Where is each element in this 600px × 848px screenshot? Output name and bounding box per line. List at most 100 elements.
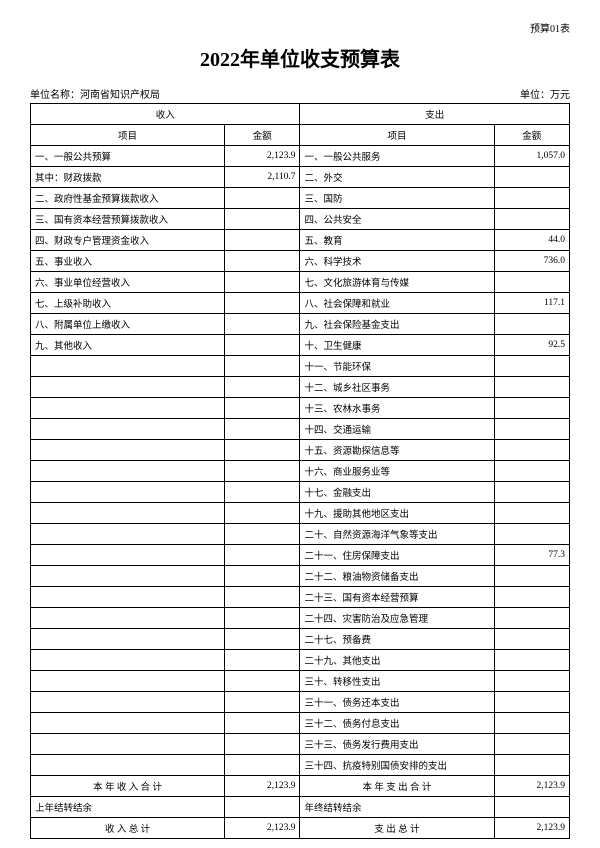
- income-item-cell: 七、上级补助收入: [31, 293, 225, 314]
- expense-amount-cell: [494, 692, 569, 713]
- expense-amount-cell: [494, 440, 569, 461]
- expense-amount-cell: [494, 503, 569, 524]
- income-item-cell: [31, 440, 225, 461]
- table-row: 二十九、其他支出: [31, 650, 570, 671]
- income-amount-cell: [225, 629, 300, 650]
- expense-amount-cell: [494, 524, 569, 545]
- expense-item-cell: 三十三、债务发行费用支出: [300, 734, 494, 755]
- income-amount-cell: [225, 209, 300, 230]
- unit-label: 单位：万元: [520, 86, 570, 101]
- expense-total-amount: [494, 797, 569, 818]
- expense-amount-cell: 736.0: [494, 251, 569, 272]
- income-item-cell: [31, 377, 225, 398]
- expense-amount-cell: 117.1: [494, 293, 569, 314]
- income-amount-cell: [225, 188, 300, 209]
- expense-item-cell: 二十、自然资源海洋气象等支出: [300, 524, 494, 545]
- income-amount-cell: [225, 566, 300, 587]
- table-row: 十五、资源勘探信息等: [31, 440, 570, 461]
- income-item-cell: 八、附属单位上缴收入: [31, 314, 225, 335]
- expense-total-amount: 2,123.9: [494, 818, 569, 839]
- org-name-label: 单位名称：河南省知识产权局: [30, 86, 160, 101]
- total-row: 收 入 总 计2,123.9支 出 总 计2,123.9: [31, 818, 570, 839]
- table-row: 二十三、国有资本经营预算: [31, 587, 570, 608]
- table-row: 三、国有资本经营预算拨款收入 四、公共安全: [31, 209, 570, 230]
- expense-amount-cell: [494, 734, 569, 755]
- expense-item-cell: 六、科学技术: [300, 251, 494, 272]
- expense-item-cell: 三十四、抗疫特别国债安排的支出: [300, 755, 494, 776]
- expense-amount-cell: [494, 356, 569, 377]
- income-total-amount: [225, 797, 300, 818]
- table-row: 五、事业收入 六、科学技术736.0: [31, 251, 570, 272]
- income-amount-cell: [225, 671, 300, 692]
- expense-item-cell: 三、国防: [300, 188, 494, 209]
- table-row: 二十、自然资源海洋气象等支出: [31, 524, 570, 545]
- expense-item-cell: 十三、农林水事务: [300, 398, 494, 419]
- income-amount-cell: [225, 608, 300, 629]
- income-amount-cell: [225, 692, 300, 713]
- income-amount-cell: [225, 734, 300, 755]
- income-item-cell: [31, 713, 225, 734]
- expense-item-cell: 十四、交通运输: [300, 419, 494, 440]
- income-amount-cell: [225, 398, 300, 419]
- income-amount-cell: [225, 650, 300, 671]
- table-row: 四、财政专户管理资金收入五、教育44.0: [31, 230, 570, 251]
- expense-item-cell: 四、公共安全: [300, 209, 494, 230]
- expense-total-label: 年终结转结余: [300, 797, 494, 818]
- form-id-label: 预算01表: [30, 20, 570, 35]
- table-row: 二、政府性基金预算拨款收入三、国防: [31, 188, 570, 209]
- expense-amount-cell: [494, 650, 569, 671]
- total-row: 本 年 收 入 合 计2,123.9本 年 支 出 合 计2,123.9: [31, 776, 570, 797]
- income-item-cell: [31, 461, 225, 482]
- table-row: 十六、商业服务业等: [31, 461, 570, 482]
- income-amount-cell: [225, 230, 300, 251]
- income-total-label: 本 年 收 入 合 计: [31, 776, 225, 797]
- expense-amount-cell: [494, 482, 569, 503]
- income-amount-cell: 2,123.9: [225, 146, 300, 167]
- income-total-label: 上年结转结余: [31, 797, 225, 818]
- header-row-1: 收入 支出: [31, 104, 570, 125]
- income-amount-cell: [225, 293, 300, 314]
- income-amount-cell: [225, 335, 300, 356]
- expense-item-cell: 十一、节能环保: [300, 356, 494, 377]
- income-amount-cell: [225, 356, 300, 377]
- income-item-cell: [31, 566, 225, 587]
- expense-amount-cell: [494, 755, 569, 776]
- table-row: 二十七、预备费: [31, 629, 570, 650]
- table-row: 十四、交通运输: [31, 419, 570, 440]
- income-item-cell: [31, 692, 225, 713]
- table-row: 二十四、灾害防治及应急管理: [31, 608, 570, 629]
- income-item-cell: [31, 503, 225, 524]
- expense-amount-cell: [494, 209, 569, 230]
- expense-item-cell: 三十二、债务付息支出: [300, 713, 494, 734]
- income-amount-cell: 2,110.7: [225, 167, 300, 188]
- income-item-cell: [31, 545, 225, 566]
- income-item-cell: 六、事业单位经营收入: [31, 272, 225, 293]
- expense-amount-cell: [494, 419, 569, 440]
- income-item-cell: [31, 734, 225, 755]
- table-row: 三十一、债务还本支出: [31, 692, 570, 713]
- expense-amount-cell: [494, 671, 569, 692]
- table-row: 三十四、抗疫特别国债安排的支出: [31, 755, 570, 776]
- expense-amount-cell: [494, 377, 569, 398]
- income-item-cell: 五、事业收入: [31, 251, 225, 272]
- expense-amount-cell: [494, 167, 569, 188]
- income-amount-cell: [225, 272, 300, 293]
- table-row: 二十二、粮油物资储备支出: [31, 566, 570, 587]
- income-amount-cell: [225, 587, 300, 608]
- table-row: 十三、农林水事务: [31, 398, 570, 419]
- expense-amount-cell: 44.0: [494, 230, 569, 251]
- table-row: 十二、城乡社区事务: [31, 377, 570, 398]
- income-item-cell: 三、国有资本经营预算拨款收入: [31, 209, 225, 230]
- income-total-amount: 2,123.9: [225, 776, 300, 797]
- expense-item-cell: 二十四、灾害防治及应急管理: [300, 608, 494, 629]
- table-row: 三十、转移性支出: [31, 671, 570, 692]
- table-row: 二十一、住房保障支出77.3: [31, 545, 570, 566]
- expense-item-cell: 十二、城乡社区事务: [300, 377, 494, 398]
- table-row: 九、其他收入十、卫生健康92.5: [31, 335, 570, 356]
- expense-amount-cell: [494, 272, 569, 293]
- income-item-cell: [31, 524, 225, 545]
- expense-item-cell: 十五、资源勘探信息等: [300, 440, 494, 461]
- income-item-cell: 一、一般公共预算: [31, 146, 225, 167]
- income-item-cell: 其中：财政拨款: [31, 167, 225, 188]
- income-item-cell: [31, 419, 225, 440]
